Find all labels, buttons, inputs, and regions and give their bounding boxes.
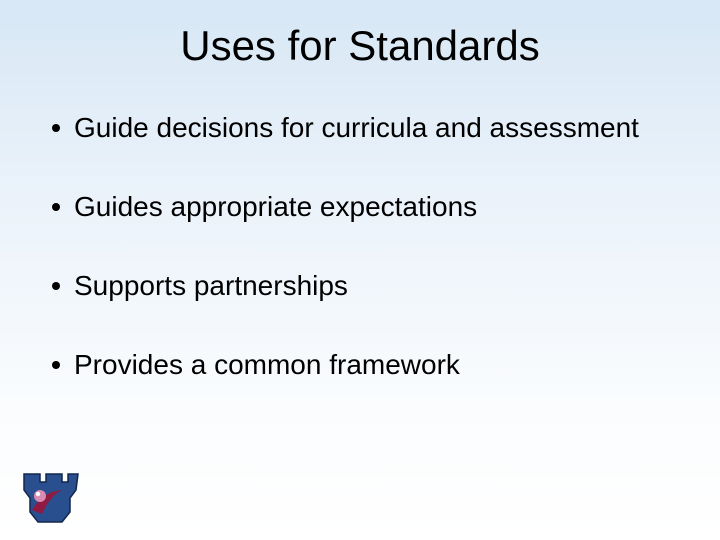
list-item: Guides appropriate expectations bbox=[52, 189, 680, 224]
list-item: Provides a common framework bbox=[52, 347, 680, 382]
bullet-icon bbox=[52, 124, 60, 132]
keystone-logo-icon bbox=[18, 470, 82, 528]
bullet-text: Guides appropriate expectations bbox=[74, 189, 680, 224]
bullet-text: Guide decisions for curricula and assess… bbox=[74, 110, 680, 145]
bullet-icon bbox=[52, 282, 60, 290]
slide-title: Uses for Standards bbox=[0, 22, 720, 70]
bullet-list: Guide decisions for curricula and assess… bbox=[52, 110, 680, 426]
list-item: Supports partnerships bbox=[52, 268, 680, 303]
bullet-text: Supports partnerships bbox=[74, 268, 680, 303]
bullet-icon bbox=[52, 203, 60, 211]
list-item: Guide decisions for curricula and assess… bbox=[52, 110, 680, 145]
bullet-text: Provides a common framework bbox=[74, 347, 680, 382]
slide: Uses for Standards Guide decisions for c… bbox=[0, 0, 720, 540]
bullet-icon bbox=[52, 361, 60, 369]
